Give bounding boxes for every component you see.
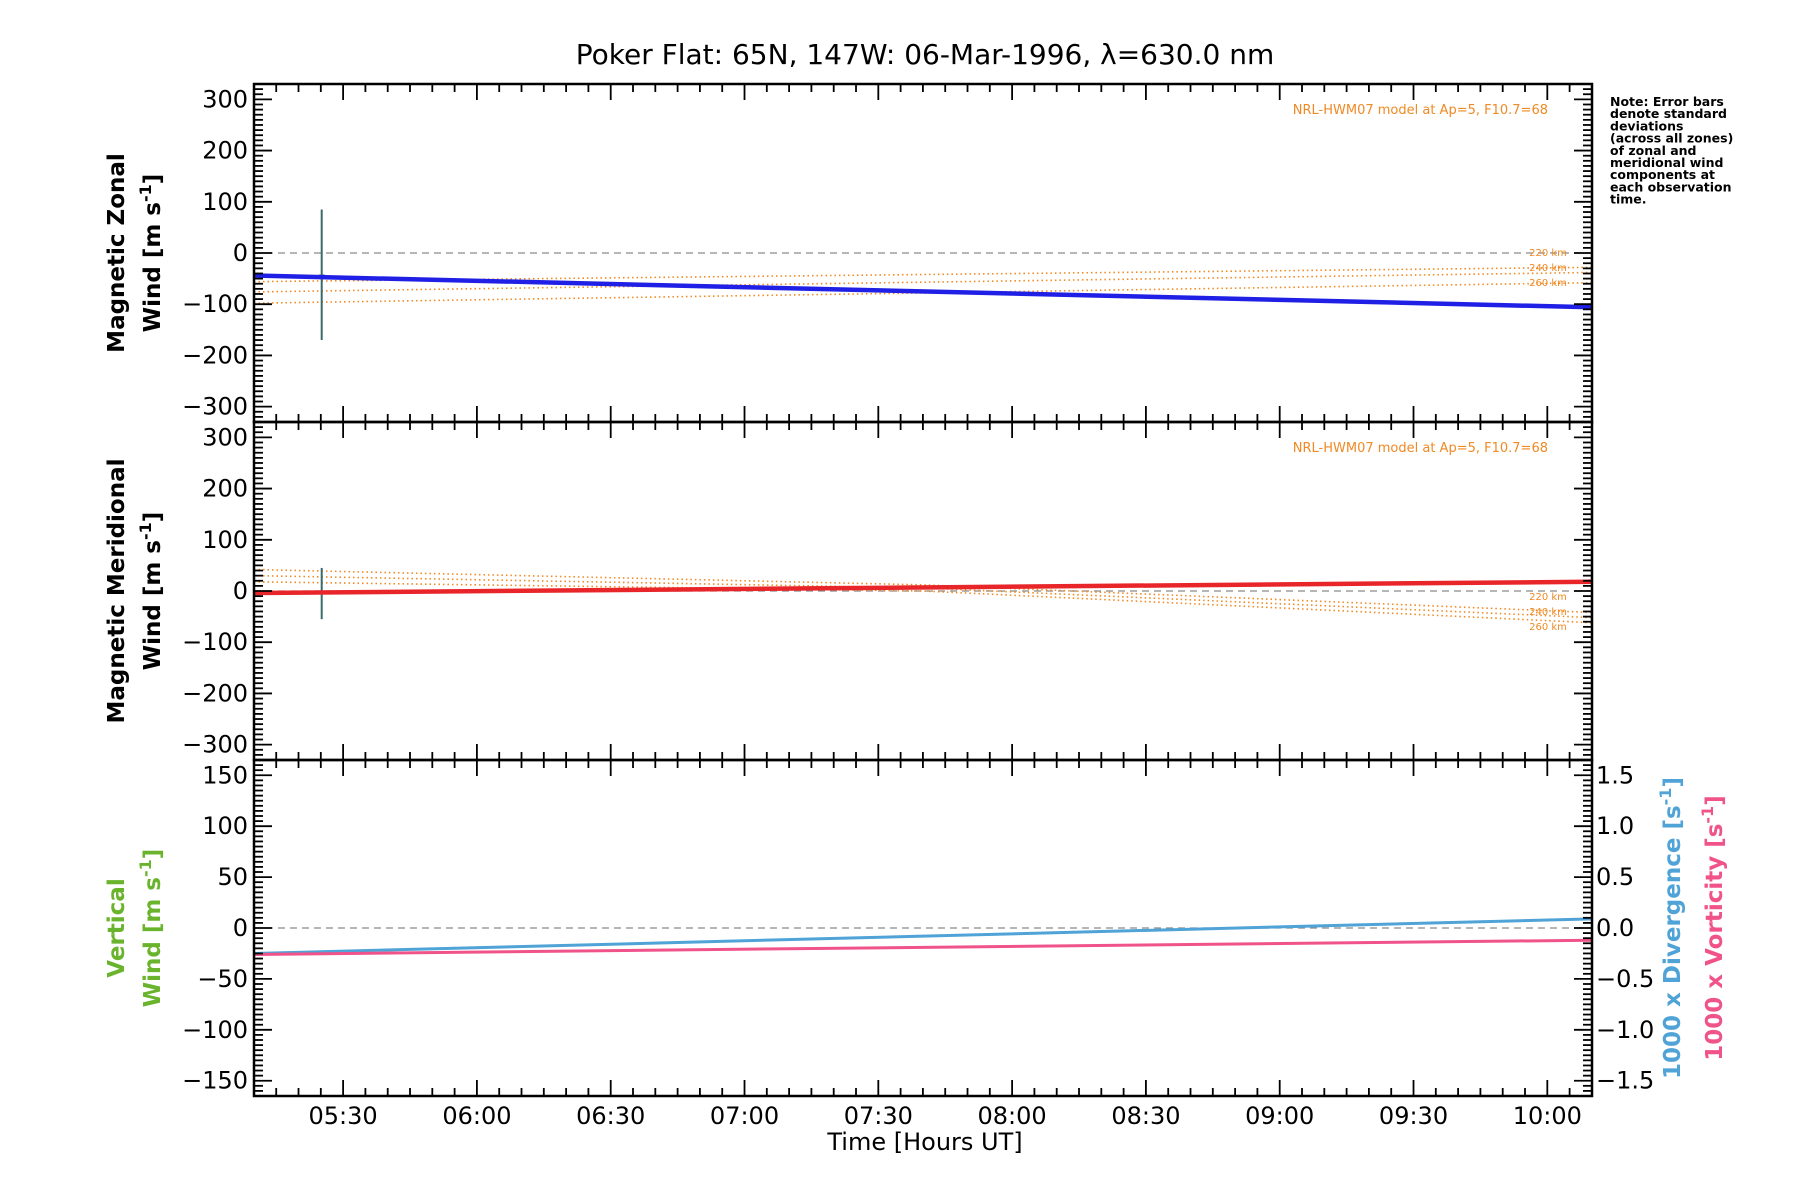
y-tick-label: 100	[202, 526, 248, 554]
y-tick-label: 0	[233, 239, 248, 267]
series-line-zonal-wind	[253, 273, 1593, 310]
y-tick-label: 300	[202, 423, 248, 451]
x-tick-label: 09:00	[1245, 1102, 1314, 1130]
right-y-tick-label: 0.0	[1596, 914, 1634, 942]
panel-meridional: 220 km 240 km 260 km NRL-HWM07 model at Ap=…	[104, 420, 1594, 762]
x-tick-label: 06:00	[442, 1102, 511, 1130]
model-altitude-label: 260 km	[1529, 278, 1567, 289]
note-line: of zonal and	[1610, 143, 1697, 158]
chart-title: Poker Flat: 65N, 147W: 06-Mar-1996, λ=63…	[576, 38, 1274, 71]
panel-frame	[252, 82, 1594, 424]
y-tick-label: 100	[202, 188, 248, 216]
y-tick-label: −50	[197, 965, 248, 993]
y-tick-label: −300	[182, 731, 248, 759]
series-line-meridional-wind	[253, 579, 1593, 596]
panels: 220 km 240 km 260 km NRL-HWM07 model at Ap=…	[104, 82, 1728, 1130]
y-tick-label: −100	[182, 628, 248, 656]
y-axis-label-line1: Magnetic Meridional	[104, 458, 130, 723]
note-line: time.	[1610, 192, 1647, 207]
right-y-tick-label: −1.5	[1596, 1067, 1654, 1095]
right-axis-label-vorticity: 1000 x Vorticity [s-1]	[1698, 795, 1728, 1060]
note-line: components at	[1610, 167, 1715, 182]
model-label: NRL-HWM07 model at Ap=5, F10.7=68	[1293, 441, 1548, 456]
y-tick-label: 150	[202, 761, 248, 789]
y-axis-label-line2: Wind [m s-1]	[136, 849, 166, 1008]
right-y-tick-label: 1.5	[1596, 761, 1634, 789]
y-tick-label: 50	[217, 863, 248, 891]
y-axis-label-line1: Magnetic Zonal	[104, 153, 130, 353]
y-axis-label-line2: Wind [m s-1]	[136, 174, 166, 333]
x-tick-label: 05:30	[309, 1102, 378, 1130]
model-altitude-label: 240 km	[1529, 607, 1567, 618]
y-tick-label: −150	[182, 1067, 248, 1095]
y-tick-label: −200	[182, 679, 248, 707]
panel-zonal: 220 km 240 km 260 km NRL-HWM07 model at Ap=…	[104, 82, 1594, 424]
x-axis-label: Time [Hours UT]	[826, 1128, 1022, 1156]
x-tick-label: 07:30	[844, 1102, 913, 1130]
right-axis-label-divergence: 1000 x Divergence [s-1]	[1656, 777, 1686, 1079]
right-y-tick-label: −1.0	[1596, 1016, 1654, 1044]
note-line: meridional wind	[1610, 155, 1723, 170]
note-line: deviations	[1610, 118, 1683, 133]
x-tick-label: 08:00	[978, 1102, 1047, 1130]
x-tick-label: 10:00	[1513, 1102, 1582, 1130]
right-y-tick-label: −0.5	[1596, 965, 1654, 993]
right-y-tick-label: 0.5	[1596, 863, 1634, 891]
model-altitude-label: 260 km	[1529, 622, 1567, 633]
y-axis-label-line1: Vertical	[104, 878, 130, 977]
y-tick-label: 0	[233, 577, 248, 605]
model-altitude-label: 220 km	[1529, 248, 1567, 259]
panel-frame	[252, 758, 1594, 1098]
x-tick-label: 07:00	[710, 1102, 779, 1130]
note-line: denote standard	[1610, 106, 1727, 121]
y-tick-label: −300	[182, 393, 248, 421]
note-line: Note: Error bars	[1610, 94, 1724, 109]
right-y-tick-label: 1.0	[1596, 812, 1634, 840]
y-tick-label: 200	[202, 137, 248, 165]
y-tick-label: −100	[182, 290, 248, 318]
note-line: (across all zones)	[1610, 131, 1733, 146]
model-altitude-label: 220 km	[1529, 592, 1567, 603]
y-tick-label: 300	[202, 85, 248, 113]
y-tick-label: −200	[182, 341, 248, 369]
model-altitude-label: 240 km	[1529, 263, 1567, 274]
note-line: each observation	[1610, 179, 1732, 194]
y-tick-label: 100	[202, 812, 248, 840]
y-tick-label: −100	[182, 1016, 248, 1044]
y-tick-label: 200	[202, 475, 248, 503]
y-tick-label: 0	[233, 914, 248, 942]
series-line-1000-x-divergence	[253, 917, 1593, 955]
series-line-1000-x-vorticity	[253, 938, 1593, 956]
y-axis-label-line2: Wind [m s-1]	[136, 512, 166, 671]
x-tick-label: 06:30	[576, 1102, 645, 1130]
panel-vertical: 150 100 50 0 −50 −100 −150 1.5 1.0 0.5 0.0 −0.5 −1.0…	[104, 758, 1728, 1098]
x-tick-label: 08:30	[1111, 1102, 1180, 1130]
x-tick-label: 09:30	[1379, 1102, 1448, 1130]
model-label: NRL-HWM07 model at Ap=5, F10.7=68	[1293, 103, 1548, 118]
